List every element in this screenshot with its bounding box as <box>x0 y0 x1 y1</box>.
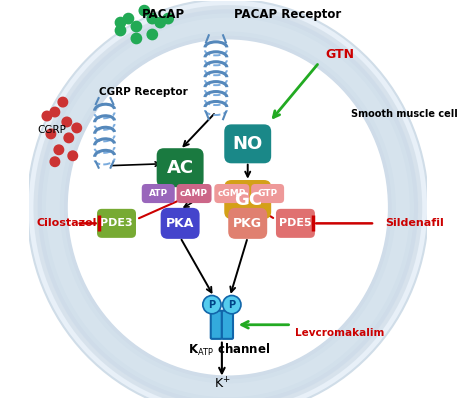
Text: GTP: GTP <box>257 189 278 198</box>
Text: Smooth muscle cell: Smooth muscle cell <box>351 109 458 119</box>
Ellipse shape <box>68 40 388 375</box>
Text: PDE3: PDE3 <box>100 218 133 228</box>
Text: CGRP Receptor: CGRP Receptor <box>99 87 187 97</box>
Text: cAMP: cAMP <box>180 189 208 198</box>
Text: Sildenafil: Sildenafil <box>385 218 444 228</box>
Text: P: P <box>228 300 236 310</box>
Circle shape <box>58 97 68 107</box>
FancyBboxPatch shape <box>176 184 211 203</box>
FancyBboxPatch shape <box>97 209 136 238</box>
Text: PDE5: PDE5 <box>279 218 312 228</box>
Circle shape <box>115 18 126 28</box>
Circle shape <box>147 29 157 40</box>
Circle shape <box>131 22 142 32</box>
Circle shape <box>72 123 82 133</box>
Text: PKA: PKA <box>166 217 194 230</box>
Text: GC: GC <box>234 190 262 209</box>
Text: K$_{\mathsf{ATP}}$ channel: K$_{\mathsf{ATP}}$ channel <box>188 342 270 358</box>
FancyBboxPatch shape <box>276 209 315 238</box>
Text: ATP: ATP <box>149 189 168 198</box>
Text: K$^{+}$: K$^{+}$ <box>213 377 230 392</box>
Circle shape <box>62 117 72 127</box>
Circle shape <box>54 145 64 154</box>
FancyBboxPatch shape <box>214 184 249 203</box>
Circle shape <box>42 111 52 121</box>
Text: Cilostazol: Cilostazol <box>37 218 97 228</box>
Circle shape <box>203 296 221 314</box>
Text: GTN: GTN <box>325 48 354 61</box>
FancyBboxPatch shape <box>211 311 222 339</box>
Circle shape <box>50 157 60 166</box>
FancyBboxPatch shape <box>222 311 233 339</box>
Circle shape <box>139 6 149 16</box>
Text: NO: NO <box>233 135 263 153</box>
Circle shape <box>147 14 157 24</box>
Circle shape <box>131 33 142 43</box>
Circle shape <box>163 14 173 24</box>
Circle shape <box>68 151 78 160</box>
Text: P: P <box>209 300 216 310</box>
Text: PACAP: PACAP <box>142 8 185 21</box>
Circle shape <box>155 18 165 28</box>
Text: Levcromakalim: Levcromakalim <box>295 328 385 338</box>
Text: CGRP: CGRP <box>37 125 66 135</box>
Text: AC: AC <box>166 159 194 177</box>
Circle shape <box>115 26 126 36</box>
Text: PKG: PKG <box>233 217 262 230</box>
FancyBboxPatch shape <box>157 148 204 187</box>
FancyBboxPatch shape <box>224 124 271 163</box>
Ellipse shape <box>53 25 403 390</box>
FancyBboxPatch shape <box>228 208 267 239</box>
Text: cGMP: cGMP <box>218 189 246 198</box>
Circle shape <box>64 133 73 142</box>
FancyBboxPatch shape <box>224 180 271 219</box>
FancyBboxPatch shape <box>142 184 175 203</box>
Circle shape <box>46 129 55 139</box>
FancyBboxPatch shape <box>161 208 200 239</box>
Text: PACAP Receptor: PACAP Receptor <box>234 8 341 21</box>
Circle shape <box>123 14 134 24</box>
Circle shape <box>223 296 241 314</box>
Circle shape <box>50 107 60 117</box>
FancyBboxPatch shape <box>251 184 284 203</box>
